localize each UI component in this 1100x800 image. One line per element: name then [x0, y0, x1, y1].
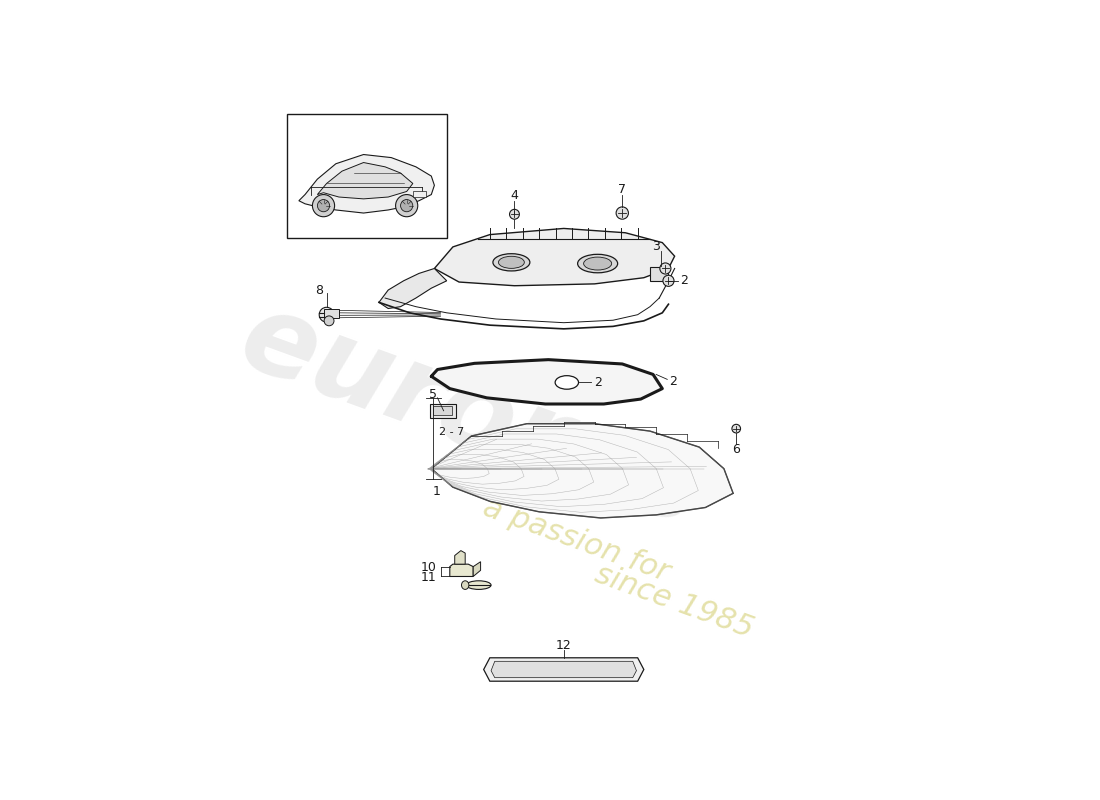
Text: 8: 8 [316, 283, 323, 297]
FancyBboxPatch shape [430, 404, 455, 418]
Text: 10: 10 [420, 562, 437, 574]
Text: 2 - 7: 2 - 7 [439, 427, 464, 438]
Polygon shape [454, 550, 465, 564]
Ellipse shape [556, 376, 579, 390]
Text: 2: 2 [669, 374, 676, 388]
Text: 12: 12 [556, 639, 572, 652]
Bar [323, 309, 339, 318]
Bar [650, 267, 669, 281]
Circle shape [509, 210, 519, 219]
Circle shape [319, 307, 334, 322]
Polygon shape [431, 360, 662, 404]
Bar [412, 191, 427, 197]
Text: 11: 11 [420, 571, 436, 584]
Circle shape [396, 194, 418, 217]
Ellipse shape [462, 581, 469, 590]
Text: 4: 4 [510, 190, 518, 202]
Ellipse shape [584, 257, 612, 270]
Text: 7: 7 [618, 183, 626, 196]
Ellipse shape [498, 256, 525, 268]
Text: 2: 2 [680, 274, 688, 287]
Text: 1: 1 [432, 485, 440, 498]
Polygon shape [484, 658, 644, 682]
Circle shape [732, 424, 740, 433]
Text: 3: 3 [652, 241, 660, 254]
Polygon shape [491, 662, 637, 678]
Polygon shape [317, 162, 412, 199]
Text: since 1985: since 1985 [592, 559, 758, 643]
Ellipse shape [466, 581, 491, 590]
Polygon shape [473, 562, 481, 577]
Text: a passion for: a passion for [478, 492, 673, 586]
Text: 2: 2 [594, 376, 602, 389]
Circle shape [318, 199, 330, 212]
FancyBboxPatch shape [432, 406, 452, 415]
Polygon shape [299, 154, 435, 213]
Circle shape [400, 199, 412, 212]
Circle shape [616, 207, 628, 219]
Polygon shape [434, 229, 674, 286]
Circle shape [312, 194, 334, 217]
Circle shape [660, 263, 671, 274]
Circle shape [324, 316, 334, 326]
Text: 5: 5 [429, 388, 437, 401]
Text: eurores: eurores [227, 284, 716, 549]
Bar [286, 114, 447, 238]
Polygon shape [431, 424, 733, 518]
Polygon shape [378, 269, 447, 309]
Ellipse shape [493, 254, 530, 271]
Circle shape [663, 275, 674, 286]
Text: 6: 6 [733, 443, 740, 456]
Polygon shape [450, 564, 473, 577]
Ellipse shape [578, 254, 618, 273]
